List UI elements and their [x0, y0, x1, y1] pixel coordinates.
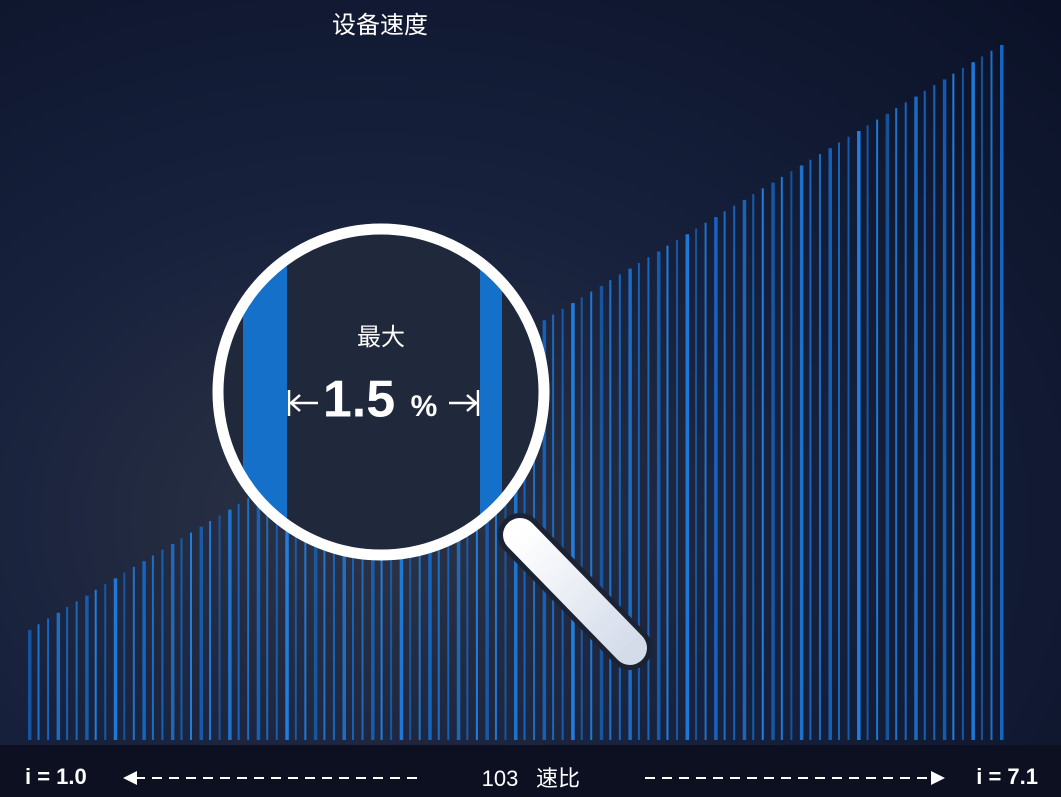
- ratio-bar: [180, 538, 182, 740]
- ratio-bar: [228, 510, 232, 740]
- ratio-bar: [562, 309, 564, 740]
- ratio-bar: [752, 194, 754, 740]
- ratio-bar: [581, 297, 583, 740]
- ratio-bar: [981, 56, 983, 740]
- ratio-bar: [238, 504, 240, 740]
- ratio-bar: [952, 74, 954, 740]
- ratio-bar: [924, 91, 926, 740]
- ratio-bar: [962, 68, 964, 740]
- ratio-bar: [1000, 45, 1004, 740]
- ratio-bar: [552, 315, 554, 740]
- ratio-bar: [886, 114, 890, 740]
- ratio-bar: [257, 492, 261, 740]
- max-unit: %: [411, 390, 438, 423]
- ratio-bar: [114, 578, 118, 740]
- ratio-bar: [676, 240, 678, 740]
- ratio-bar: [200, 527, 204, 740]
- ratio-bar: [857, 131, 861, 740]
- ratio-bar: [838, 143, 840, 741]
- ratio-bar: [714, 217, 718, 740]
- ratio-bar: [133, 567, 135, 740]
- ratio-bar: [142, 561, 146, 740]
- footer-band: [0, 745, 1061, 797]
- ratio-bar: [95, 590, 97, 740]
- infographic: 设备速度 最大 1.5 % i = 1.0 103 速比 i = 7.1: [0, 0, 1061, 797]
- ratio-bar: [666, 246, 668, 740]
- ratio-bar: [590, 292, 592, 740]
- ratio-bar: [600, 286, 604, 740]
- ratio-bar: [905, 102, 907, 740]
- start-ratio: i = 1.0: [25, 764, 87, 789]
- ratio-bar: [933, 85, 935, 740]
- ratio-bar: [57, 613, 61, 740]
- ratio-bar: [38, 624, 40, 740]
- ratio-bar: [66, 607, 68, 740]
- ratio-bar: [190, 533, 192, 741]
- ratio-bar: [247, 498, 249, 740]
- ratio-bar: [571, 303, 575, 740]
- ratio-bar: [171, 544, 175, 740]
- ratio-bar: [28, 630, 32, 740]
- ratio-bar: [657, 251, 661, 740]
- ratio-bar: [828, 148, 832, 740]
- ratio-bar: [705, 223, 707, 740]
- ratio-bar: [647, 257, 649, 740]
- ratio-bar: [724, 211, 726, 740]
- ratio-bar: [619, 274, 621, 740]
- ratio-count: 103: [482, 766, 519, 791]
- ratio-bar: [104, 584, 106, 740]
- ratio-bar: [638, 263, 640, 740]
- ratio-bar: [733, 206, 735, 740]
- ratio-bar: [790, 171, 792, 740]
- title: 设备速度: [332, 11, 428, 39]
- ratio-bar: [76, 601, 78, 740]
- end-ratio: i = 7.1: [976, 764, 1038, 789]
- ratio-bar: [771, 183, 775, 740]
- ratio-bar: [809, 160, 811, 740]
- ratio-bar: [609, 280, 611, 740]
- ratio-bar: [266, 487, 268, 740]
- max-value: 1.5: [323, 371, 395, 429]
- ratio-bar: [743, 200, 747, 740]
- ratio-bar: [47, 619, 49, 740]
- ratio-label: 速比: [536, 767, 580, 792]
- ratio-bar: [209, 521, 211, 740]
- ratio-bar: [895, 108, 897, 740]
- max-label: 最大: [357, 323, 405, 351]
- ratio-bar: [123, 573, 125, 740]
- ratio-bar: [819, 154, 821, 740]
- ratio-bar: [943, 79, 947, 740]
- ratio-bar: [781, 177, 783, 740]
- ratio-bar: [800, 165, 804, 740]
- ratio-bar: [85, 596, 89, 740]
- ratio-bar: [695, 229, 697, 740]
- ratio-bar: [971, 62, 975, 740]
- ratio-bar: [762, 188, 764, 740]
- ratio-bar: [914, 97, 918, 740]
- ratio-bar: [876, 120, 878, 740]
- ratio-bar: [867, 125, 869, 740]
- ratio-bar: [686, 234, 690, 740]
- ratio-bar: [161, 550, 163, 740]
- ratio-bar: [219, 515, 221, 740]
- ratio-bar: [848, 137, 850, 740]
- ratio-bar: [152, 555, 154, 740]
- ratio-bar: [990, 51, 992, 740]
